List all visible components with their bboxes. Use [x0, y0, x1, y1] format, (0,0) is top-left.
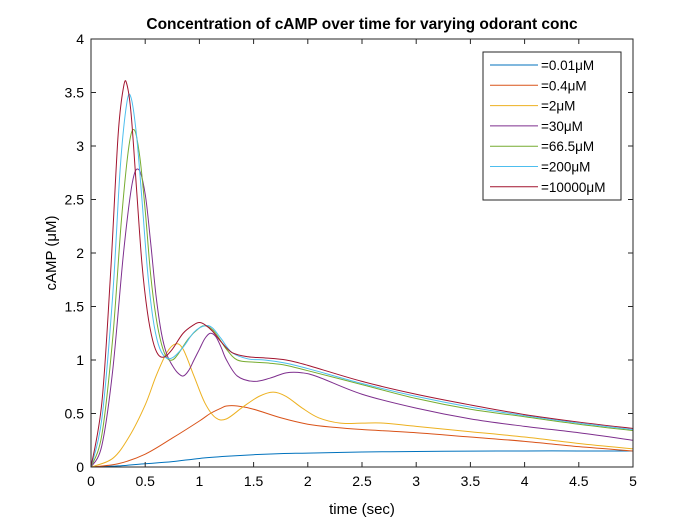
- y-tick-label: 3: [76, 138, 84, 154]
- y-axis-ticks: 0 0.5 1 1.5 2 2.5 3 3.5 4: [65, 31, 633, 475]
- x-tick-label: 5: [629, 473, 637, 489]
- y-tick-label: 0: [76, 459, 84, 475]
- y-axis-label: cAMP (μM): [43, 215, 60, 290]
- legend-items: =0.01μM =0.4μM =2μM =30μM =66.5μM =200μM =1000…: [490, 58, 605, 195]
- x-axis-label: time (sec): [329, 501, 395, 518]
- series-line-0: [90, 450, 633, 468]
- x-tick-label: 1.5: [244, 473, 264, 489]
- x-tick-label: 2.5: [352, 473, 372, 489]
- x-tick-label: 4.5: [569, 473, 589, 489]
- legend-label-3: =30μM: [541, 119, 583, 134]
- x-tick-label: 0.5: [135, 473, 155, 489]
- x-axis-ticks: 0 0.5 1 1.5 2 2.5 3 3.5 4 4.5 5: [87, 39, 637, 489]
- y-tick-label: 3.5: [65, 85, 85, 101]
- series-line-6: [90, 80, 634, 468]
- legend-label-2: =2μM: [541, 99, 575, 114]
- x-tick-label: 4: [521, 473, 529, 489]
- series-line-5: [90, 93, 634, 468]
- legend-label-0: =0.01μM: [541, 58, 594, 73]
- y-tick-label: 2.5: [65, 192, 85, 208]
- x-tick-label: 2: [304, 473, 312, 489]
- series-line-1: [90, 405, 634, 468]
- series-layer: [90, 80, 634, 468]
- x-tick-label: 3.5: [461, 473, 481, 489]
- legend-label-1: =0.4μM: [541, 78, 587, 93]
- chart-title: Concentration of cAMP over time for vary…: [146, 16, 578, 33]
- y-tick-label: 1: [76, 352, 84, 368]
- y-tick-label: 1.5: [65, 299, 85, 315]
- series-line-3: [90, 168, 634, 468]
- series-line-2: [90, 343, 634, 468]
- legend: =0.01μM =0.4μM =2μM =30μM =66.5μM =200μM =1000…: [482, 51, 622, 201]
- x-tick-label: 1: [196, 473, 204, 489]
- x-tick-label: 3: [412, 473, 420, 489]
- y-tick-label: 2: [76, 245, 84, 261]
- legend-label-6: =10000μM: [541, 180, 605, 195]
- x-tick-label: 0: [87, 473, 95, 489]
- legend-label-5: =200μM: [541, 160, 590, 175]
- legend-label-4: =66.5μM: [541, 139, 594, 154]
- y-tick-label: 0.5: [65, 406, 85, 422]
- y-tick-label: 4: [76, 31, 84, 47]
